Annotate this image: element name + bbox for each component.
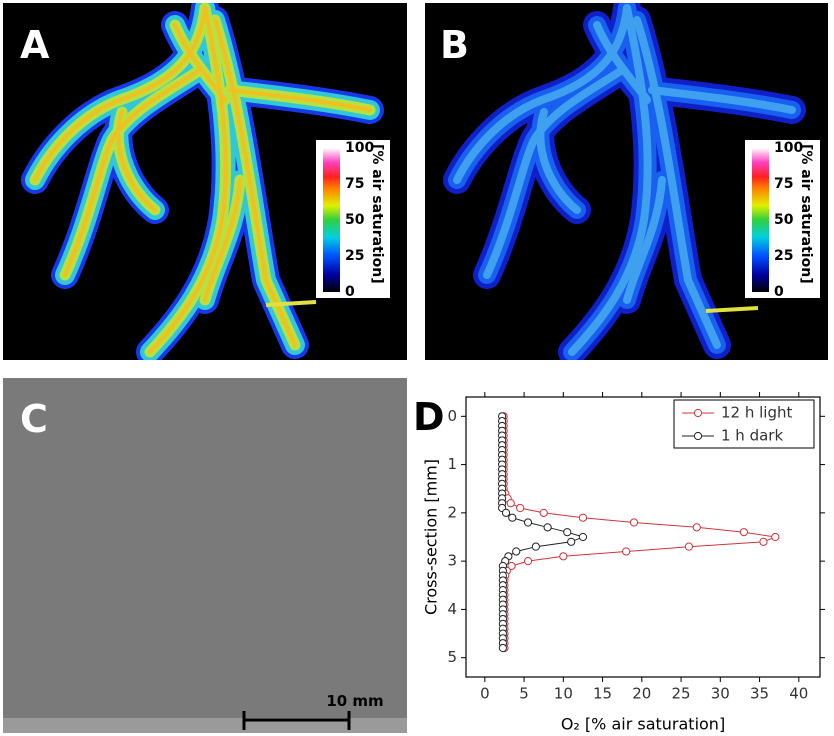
panel-label: D — [413, 395, 445, 439]
colorbar-tick-label: 25 — [345, 248, 364, 264]
data-point — [531, 542, 540, 551]
data-point — [622, 547, 631, 556]
data-point — [629, 518, 639, 527]
colorbar-tick-label: 75 — [345, 176, 364, 192]
data-point — [498, 643, 507, 653]
data-point — [559, 552, 568, 561]
colorbar-tick-label: 100 — [774, 140, 803, 156]
data-point — [507, 561, 516, 571]
data-point — [684, 542, 694, 551]
y-tick-label: 2 — [447, 503, 457, 521]
data-point — [567, 537, 576, 546]
data-point — [501, 508, 511, 517]
x-tick-label: 40 — [789, 685, 808, 703]
colorbar-tick-label: 25 — [774, 248, 793, 264]
y-tick-label: 0 — [447, 407, 457, 425]
data-point — [506, 499, 515, 508]
plot-frame — [465, 396, 821, 678]
panel-label: A — [20, 23, 50, 67]
scale-bar-label: 10 mm — [326, 692, 383, 710]
colorbar — [752, 148, 769, 292]
legend-label: 1 h dark — [721, 427, 783, 445]
y-tick-label: 5 — [447, 648, 457, 666]
data-point — [563, 528, 572, 537]
data-point — [578, 513, 588, 522]
data-point — [516, 503, 525, 513]
colorbar — [323, 148, 340, 292]
panel-c-image — [3, 378, 407, 733]
colorbar-label: [% air saturation] — [369, 144, 385, 284]
legend-marker — [693, 408, 703, 418]
data-point — [692, 523, 701, 532]
profile-line — [705, 306, 759, 313]
x-tick-label: 35 — [750, 685, 769, 703]
data-point — [578, 532, 588, 542]
y-axis-label: Cross-section [mm] — [422, 459, 441, 615]
panel-label: C — [20, 397, 48, 441]
x-tick-label: 20 — [632, 685, 651, 703]
panel-label: B — [440, 23, 469, 67]
series-line — [503, 416, 778, 648]
y-tick-label: 4 — [447, 600, 457, 618]
x-tick-label: 0 — [480, 685, 490, 703]
legend-label: 12 h light — [721, 404, 792, 422]
data-point — [512, 547, 521, 556]
x-tick-label: 5 — [519, 685, 529, 703]
data-point — [539, 508, 548, 517]
y-tick-label: 3 — [447, 552, 457, 570]
ruler — [3, 718, 407, 733]
data-point — [759, 537, 768, 546]
colorbar-tick-label: 0 — [774, 284, 784, 300]
data-point — [523, 518, 533, 527]
x-tick-label: 30 — [711, 685, 730, 703]
colorbar-tick-label: 50 — [774, 212, 794, 228]
x-axis-label: O₂ [% air saturation] — [561, 715, 725, 734]
colorbar-tick-label: 75 — [774, 176, 793, 192]
x-tick-label: 15 — [593, 685, 612, 703]
colorbar-tick-label: 0 — [345, 284, 355, 300]
data-point — [771, 532, 780, 542]
profile-line — [265, 300, 317, 307]
legend-marker — [693, 431, 703, 441]
colorbar-label: [% air saturation] — [798, 144, 814, 284]
colorbar-tick-label: 50 — [345, 212, 365, 228]
y-tick-label: 1 — [447, 455, 457, 473]
data-point — [523, 557, 533, 566]
data-point — [508, 513, 517, 522]
x-tick-label: 25 — [672, 685, 691, 703]
colorbar-tick-label: 100 — [345, 140, 374, 156]
x-tick-label: 10 — [554, 685, 573, 703]
data-point — [739, 528, 748, 537]
data-point — [543, 523, 552, 532]
